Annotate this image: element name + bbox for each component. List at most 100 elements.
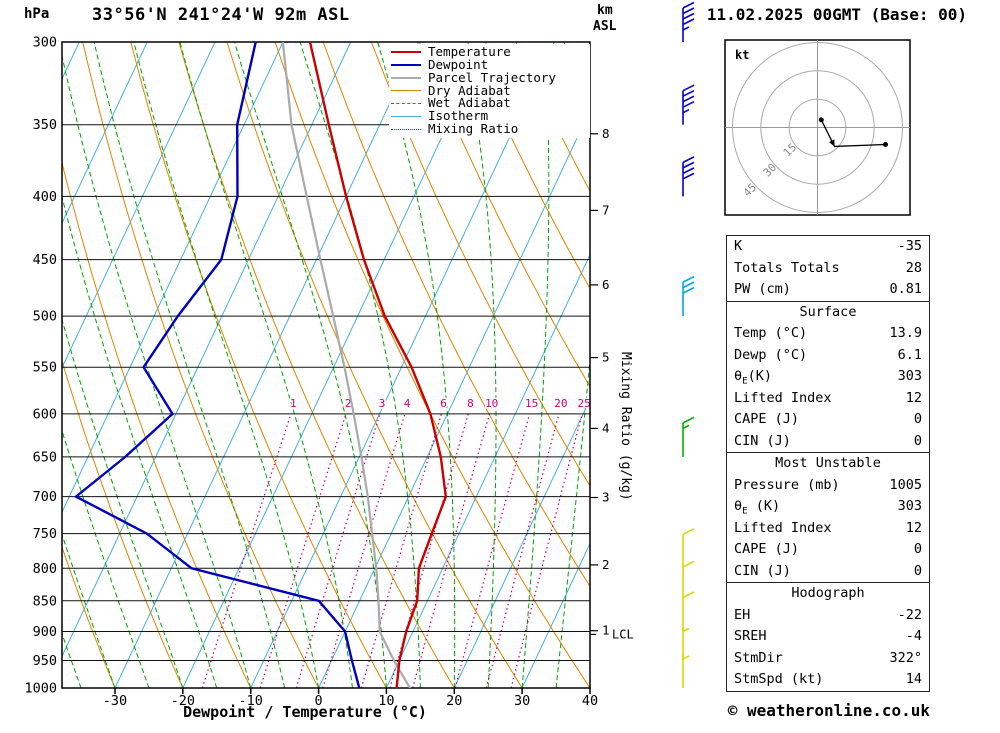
svg-text:3: 3 <box>602 490 610 505</box>
temperature-axis-label: Dewpoint / Temperature (°C) <box>183 703 427 721</box>
legend-line-sample <box>391 64 421 67</box>
table-row: Lifted Index 12 <box>727 388 929 410</box>
legend-label: Temperature <box>428 44 511 60</box>
svg-text:10: 10 <box>378 693 394 709</box>
svg-text:0: 0 <box>315 693 323 709</box>
legend-item: Mixing Ratio <box>389 120 590 136</box>
table-row-label: CIN (J) <box>734 562 791 579</box>
svg-text:800: 800 <box>33 561 57 577</box>
sounding-profiles <box>73 42 448 688</box>
table-row-value: 1005 <box>889 476 922 493</box>
table-row-label: Pressure (mb) <box>734 476 840 493</box>
table-row-label: θE(K) <box>734 368 772 387</box>
table-section-header: Surface <box>799 303 857 320</box>
table-row: Temp (°C) 13.9 <box>727 323 929 345</box>
legend-label: Dewpoint <box>428 56 489 72</box>
wind-barb <box>682 560 695 601</box>
legend-item: Wet Adiabat <box>389 97 590 110</box>
svg-text:1: 1 <box>602 623 610 638</box>
wind-barb <box>682 156 695 197</box>
table-row-label: EH <box>734 606 751 623</box>
legend-label: Dry Adiabat <box>428 82 511 98</box>
wind-barb <box>682 591 695 632</box>
legend-line-sample <box>391 90 421 92</box>
table-row-value: 28 <box>905 259 922 276</box>
table-row-label: StmDir <box>734 649 783 666</box>
svg-text:550: 550 <box>33 360 57 376</box>
svg-text:850: 850 <box>33 593 57 609</box>
table-row-label: CAPE (J) <box>734 541 800 557</box>
svg-text:3: 3 <box>379 397 386 410</box>
svg-text:-10: -10 <box>239 693 263 709</box>
svg-text:4: 4 <box>404 397 411 410</box>
svg-text:40: 40 <box>582 693 598 709</box>
wind-barb <box>682 84 695 125</box>
table-row: CIN (J) 0 <box>727 561 929 583</box>
mixing-ratio-axis-label: Mixing Ratio (g/kg) <box>618 352 633 501</box>
table-row-value: -4 <box>905 628 922 644</box>
table-row-label: K <box>734 238 743 254</box>
table-row-label: Totals Totals <box>734 259 840 276</box>
table-row: K -35 <box>727 236 929 258</box>
svg-text:25: 25 <box>577 397 590 410</box>
hodograph-unit-label: kt <box>735 48 750 62</box>
svg-text:20: 20 <box>446 693 462 709</box>
table-row-label: CIN (J) <box>734 432 791 449</box>
svg-text:-30: -30 <box>103 693 127 709</box>
svg-text:2: 2 <box>345 397 352 410</box>
legend-label: Mixing Ratio <box>428 120 519 136</box>
legend-line-sample <box>391 115 421 117</box>
legend-line-sample <box>391 103 421 105</box>
table-row: Dewp (°C) 6.1 <box>727 345 929 367</box>
svg-text:750: 750 <box>33 526 57 542</box>
svg-text:30: 30 <box>514 693 530 709</box>
table-section-header: Hodograph <box>791 585 865 601</box>
svg-text:5: 5 <box>602 350 610 365</box>
table-row: CAPE (J) 0 <box>727 409 929 431</box>
table-row-label: SREH <box>734 628 767 644</box>
wind-barb-column <box>682 1 695 688</box>
table-row-value: 303 <box>897 498 922 514</box>
table-row: StmDir 322° <box>727 648 929 670</box>
svg-text:900: 900 <box>33 624 57 640</box>
svg-text:500: 500 <box>33 309 57 325</box>
wind-barb <box>682 275 695 317</box>
svg-text:400: 400 <box>33 189 57 205</box>
svg-text:6: 6 <box>602 277 610 292</box>
svg-text:2: 2 <box>602 557 610 572</box>
table-row: Lifted Index 12 <box>727 518 929 540</box>
copyright-link[interactable]: © weatheronline.co.uk <box>727 701 930 720</box>
svg-text:8: 8 <box>602 126 610 141</box>
legend-line-sample <box>391 51 421 54</box>
table-row-label: Temp (°C) <box>734 325 808 341</box>
legend-label: Parcel Trajectory <box>428 69 556 85</box>
chart-legend: Temperature Dewpoint Parcel Trajectory Dry … <box>389 44 590 138</box>
table-row-value: 0 <box>913 541 922 557</box>
table-row-value: 0 <box>913 562 922 579</box>
wind-barb <box>682 654 690 688</box>
table-row-value: 0 <box>913 411 922 427</box>
table-section: K -35 Totals Totals 28 PW (cm) 0.81 <box>727 236 929 301</box>
asl-axis-label: ASL <box>593 19 617 34</box>
legend-item: Temperature <box>389 46 590 59</box>
svg-text:-20: -20 <box>171 693 195 709</box>
svg-text:350: 350 <box>33 117 57 133</box>
table-row-label: StmSpd (kt) <box>734 671 824 687</box>
pressure-unit-label: hPa <box>24 6 50 22</box>
table-row: CAPE (J) 0 <box>727 539 929 561</box>
svg-text:20: 20 <box>554 397 567 410</box>
table-section: Surface Temp (°C) 13.9 Dewp (°C) 6.1 θE(K) 303… <box>727 300 929 453</box>
table-section-header: Most Unstable <box>775 455 881 471</box>
svg-text:8: 8 <box>467 397 474 410</box>
wind-barb <box>682 528 695 569</box>
svg-text:650: 650 <box>33 449 57 465</box>
table-row-value: 6.1 <box>897 346 922 363</box>
table-row: EH -22 <box>727 605 929 627</box>
table-row: Totals Totals 28 <box>727 258 929 280</box>
km-axis-label: km <box>597 3 613 18</box>
table-row: CIN (J) 0 <box>727 431 929 453</box>
legend-line-sample <box>391 76 421 79</box>
svg-text:4: 4 <box>602 420 610 435</box>
table-row-value: 0.81 <box>889 281 922 297</box>
